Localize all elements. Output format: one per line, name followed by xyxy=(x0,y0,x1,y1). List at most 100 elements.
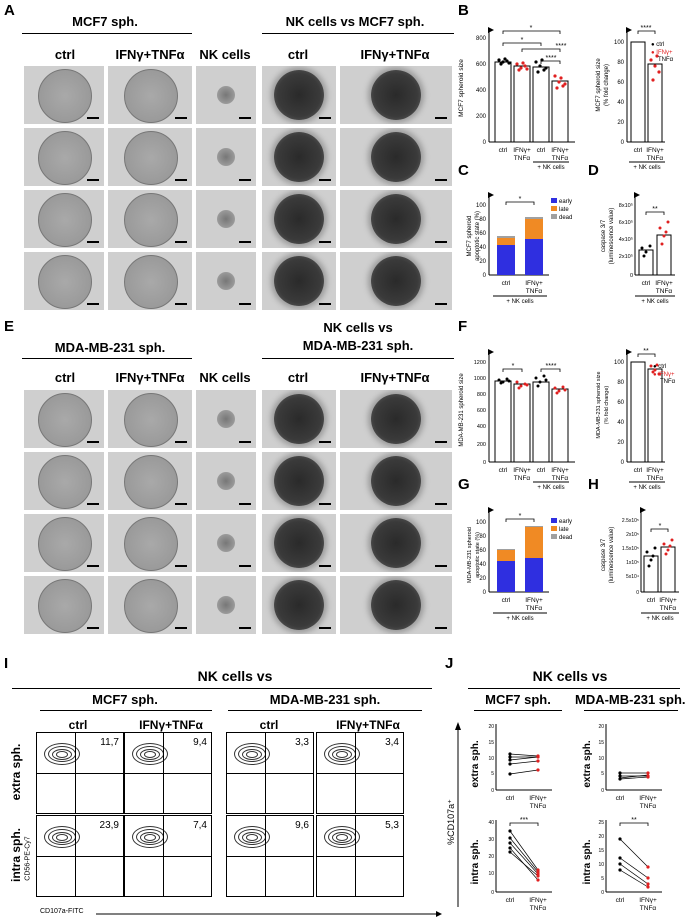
spheroid-image xyxy=(108,514,192,572)
svg-text:60: 60 xyxy=(617,400,624,406)
spheroid-image xyxy=(340,576,452,634)
b-dots-ctrl xyxy=(497,57,511,66)
e-header-nk-vs-2: MDA-MB-231 sph. xyxy=(302,338,414,353)
b2-bar-ctrl xyxy=(630,41,646,143)
svg-text:**: ** xyxy=(631,817,637,824)
svg-text:****: **** xyxy=(546,363,557,370)
svg-text:*: * xyxy=(519,196,522,203)
svg-text:IFNγ+: IFNγ+ xyxy=(639,795,657,802)
chart-b-right: MCF7 spheroid size (% fold change) 100 8… xyxy=(596,25,674,171)
b-sig-line-3 xyxy=(521,48,561,52)
svg-text:TNFα: TNFα xyxy=(660,605,677,612)
flow-plot: 3,4 xyxy=(316,732,404,814)
spheroid-image xyxy=(340,452,452,510)
svg-text:60: 60 xyxy=(479,548,486,554)
b-dots-ifn xyxy=(515,61,529,72)
svg-text:ctrl: ctrl xyxy=(506,795,515,802)
svg-text:40: 40 xyxy=(479,562,486,568)
svg-text:5: 5 xyxy=(491,771,494,777)
svg-text:10: 10 xyxy=(598,756,604,762)
flow-plot: 7,4 xyxy=(124,815,212,897)
svg-text:(% fold change): (% fold change) xyxy=(604,386,610,425)
panel-label-j: J xyxy=(445,655,454,672)
flow-plot: 23,9 xyxy=(36,815,124,897)
svg-text:25: 25 xyxy=(598,820,604,826)
flow-plot: 9,6 xyxy=(226,815,314,897)
a-header-mcf7: MCF7 sph. xyxy=(72,14,138,29)
e-header-mda: MDA-MB-231 sph. xyxy=(54,340,166,355)
svg-text:0: 0 xyxy=(483,590,487,596)
c-bar-ifn-dead xyxy=(525,217,543,219)
svg-text:+ NK cells: + NK cells xyxy=(641,299,668,305)
spheroid-image xyxy=(340,128,452,186)
spheroid-image xyxy=(196,190,256,248)
svg-text:IFNγ+: IFNγ+ xyxy=(525,597,543,604)
svg-text:10: 10 xyxy=(488,756,494,762)
i-sub-mcf7: MCF7 sph. xyxy=(92,692,158,707)
svg-text:TNFα: TNFα xyxy=(656,288,673,295)
spheroid-image xyxy=(340,190,452,248)
svg-text:+ NK cells: + NK cells xyxy=(506,299,533,305)
svg-text:TNFα: TNFα xyxy=(640,905,657,912)
b2-legend-ctrl: ● ctrl xyxy=(651,42,664,48)
svg-text:6x10⁵: 6x10⁵ xyxy=(619,219,633,226)
svg-text:0: 0 xyxy=(630,273,633,279)
svg-text:8x10⁵: 8x10⁵ xyxy=(619,202,633,209)
a-col-ifn: IFNγ+TNFα xyxy=(115,47,185,62)
svg-text:ctrl: ctrl xyxy=(616,897,625,904)
svg-text:late: late xyxy=(559,527,569,533)
flow-quadrant-value: 9,4 xyxy=(193,737,207,748)
svg-text:IFNγ+: IFNγ+ xyxy=(655,280,673,287)
svg-text:4x10⁵: 4x10⁵ xyxy=(619,236,633,243)
panel-label-g: G xyxy=(458,476,470,493)
svg-text:ctrl: ctrl xyxy=(647,597,656,604)
spheroid-image xyxy=(196,252,256,310)
svg-text:ctrl: ctrl xyxy=(634,467,643,474)
svg-text:80: 80 xyxy=(479,534,486,540)
c-bar-ctrl-early xyxy=(497,245,515,275)
svg-text:20: 20 xyxy=(488,724,494,730)
i-row-extra: extra sph. xyxy=(9,743,23,801)
spheroid-image xyxy=(24,452,104,510)
svg-text:**: ** xyxy=(652,206,658,213)
svg-text:20: 20 xyxy=(617,120,624,126)
svg-text:40: 40 xyxy=(617,100,624,106)
flow-quadrant-value: 3,3 xyxy=(295,737,309,748)
e-col-ctrl-nk: ctrl xyxy=(287,370,309,385)
b2-ylabel-1: MCF7 spheroid size xyxy=(596,58,602,112)
b-sig-4: **** xyxy=(546,55,557,62)
j-mda-extra: extra sph. 20 15 10 5 0 ctrl IFNγ+TNFα xyxy=(582,724,662,810)
svg-text:caspase 3/7: caspase 3/7 xyxy=(601,538,607,571)
svg-text:IFNγ+: IFNγ+ xyxy=(529,795,547,802)
svg-text:+ NK cells: + NK cells xyxy=(537,485,564,491)
b-sig-line-1 xyxy=(502,30,561,34)
b-bar-ctrl-nk xyxy=(532,66,550,143)
a-header-nk-vs-mcf7: NK cells vs MCF7 sph. xyxy=(285,14,425,29)
svg-text:late: late xyxy=(559,207,569,213)
c-bar-ifn-late xyxy=(525,219,543,239)
svg-text:0: 0 xyxy=(621,460,625,466)
i-col-1: ctrl xyxy=(68,718,88,732)
j-sub-mda: MDA-MB-231 sph. xyxy=(575,692,685,707)
svg-text:30: 30 xyxy=(488,837,494,843)
svg-text:0: 0 xyxy=(601,890,604,896)
chart-d: caspase 3/7 (luminescence value) 8x10⁵ 6… xyxy=(601,192,675,305)
svg-text:100: 100 xyxy=(476,203,487,209)
a-col-ctrl-nk: ctrl xyxy=(287,47,309,62)
svg-text:0: 0 xyxy=(601,788,604,794)
flow-plot: 3,3 xyxy=(226,732,314,814)
flow-plot: 5,3 xyxy=(316,815,404,897)
svg-text:ctrl: ctrl xyxy=(502,597,511,604)
svg-text:400: 400 xyxy=(477,424,486,430)
svg-text:IFNγ+: IFNγ+ xyxy=(659,597,677,604)
j-sub-mcf7: MCF7 sph. xyxy=(485,692,551,707)
b-sig-1: * xyxy=(530,25,533,32)
svg-text:early: early xyxy=(559,199,572,205)
j-mcf7-intra: intra sph. 40 30 20 10 0 *** ctrl IFNγ+TNFα xyxy=(470,817,552,912)
panel-label-d: D xyxy=(588,162,599,179)
svg-text:IFNγ+: IFNγ+ xyxy=(529,897,547,904)
svg-text:*: * xyxy=(659,523,662,530)
flow-quadrant-value: 7,4 xyxy=(193,820,207,831)
svg-text:TNFα: TNFα xyxy=(647,155,664,162)
a-underline-right xyxy=(262,33,454,34)
